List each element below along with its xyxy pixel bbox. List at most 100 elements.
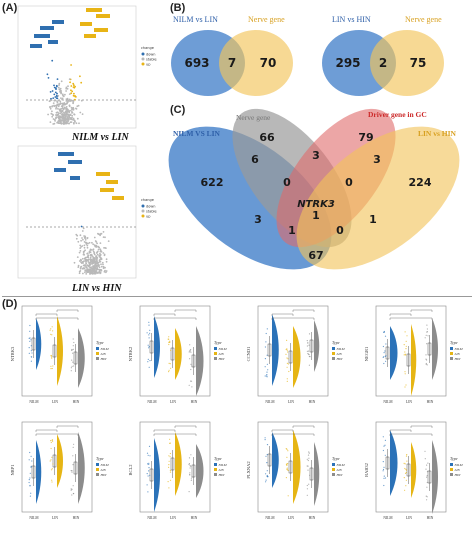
volcano-point bbox=[90, 253, 93, 256]
volcano-point bbox=[107, 240, 110, 243]
venn-label-nerve: Nerve gene bbox=[236, 113, 271, 122]
violin-legend-title: Type bbox=[214, 456, 222, 461]
volcano-point bbox=[71, 116, 73, 119]
volcano-point bbox=[88, 250, 91, 253]
volcano-point bbox=[57, 95, 60, 97]
volcano-point bbox=[60, 80, 63, 83]
volcano-point bbox=[102, 231, 105, 233]
volcano-point bbox=[85, 262, 87, 264]
volcano-point bbox=[104, 236, 106, 239]
venn-count-nilm-lin: 67 bbox=[308, 249, 323, 262]
volcano-point bbox=[60, 97, 62, 99]
venn-count-driver-lin: 3 bbox=[373, 153, 381, 166]
legend-stable: stable bbox=[146, 210, 157, 214]
volcano-point bbox=[99, 242, 102, 245]
volcano-point bbox=[88, 241, 91, 244]
volcano-point bbox=[105, 271, 107, 274]
venn-ellipse-lin bbox=[296, 126, 460, 270]
violin-legend-item: LIN bbox=[100, 468, 107, 472]
volcano-point bbox=[53, 93, 56, 96]
violin-ylabel: RAB32 bbox=[364, 463, 369, 477]
violin-ylabel: NTRK2 bbox=[128, 347, 133, 362]
volcano-point bbox=[66, 112, 68, 115]
gene-label-tag bbox=[86, 8, 102, 12]
volcano-point bbox=[55, 88, 57, 90]
venn-count-driver-only: 79 bbox=[358, 131, 373, 144]
violin-xtick: NILM bbox=[29, 516, 39, 520]
volcano-point bbox=[79, 267, 82, 270]
volcano-point bbox=[72, 102, 74, 105]
violin-half bbox=[411, 442, 417, 498]
volcano-point bbox=[96, 242, 98, 245]
violin-ylabel: PLXNA2 bbox=[246, 461, 251, 478]
volcano-point bbox=[61, 93, 64, 96]
venn-count-nilm-only: 622 bbox=[201, 176, 224, 189]
volcano-point bbox=[53, 122, 56, 125]
volcano-plot-bottom: change down stable up bbox=[17, 145, 157, 279]
volcano-point bbox=[50, 99, 53, 101]
volcano-point bbox=[81, 113, 84, 115]
gene-label-tag bbox=[94, 28, 108, 32]
volcano-point bbox=[66, 118, 69, 121]
volcano-point bbox=[68, 111, 71, 114]
violin-half bbox=[432, 318, 438, 380]
violin-half bbox=[36, 318, 42, 370]
legend-title: change bbox=[141, 46, 154, 50]
volcano-point bbox=[94, 240, 97, 242]
venn-count-nilm-driver: 3 bbox=[254, 213, 262, 226]
gene-label-tag bbox=[80, 22, 92, 26]
volcano-point bbox=[59, 100, 62, 103]
significance-bracket bbox=[389, 317, 433, 320]
volcano-point bbox=[99, 258, 101, 261]
venn-label-nilm: NILM VS LIN bbox=[173, 129, 221, 138]
volcano-point bbox=[97, 245, 100, 248]
volcano-point bbox=[70, 89, 72, 92]
volcano-point bbox=[91, 263, 94, 265]
volcano-point bbox=[51, 115, 54, 118]
violin-xtick: LIN bbox=[406, 400, 412, 404]
volcano-point bbox=[86, 242, 88, 245]
volcano-point bbox=[86, 264, 89, 267]
violin-legend-item: LIN bbox=[218, 468, 225, 472]
volcano-point bbox=[82, 262, 84, 264]
venn-two-set-lin-hin: LIN vs HIN Nerve gene 295 2 75 bbox=[322, 15, 444, 96]
volcano-point bbox=[59, 108, 61, 111]
violin-xtick: HIN bbox=[73, 400, 80, 404]
venn-count-right: 75 bbox=[410, 56, 427, 70]
violin-ylabel: CCND1 bbox=[246, 347, 251, 362]
violin-legend-item: LIN bbox=[100, 352, 107, 356]
volcano-point bbox=[59, 121, 62, 124]
volcano-point bbox=[92, 248, 95, 251]
volcano-point bbox=[85, 269, 88, 271]
volcano-point bbox=[84, 260, 87, 262]
volcano-point bbox=[98, 268, 100, 271]
volcano-point bbox=[55, 94, 58, 97]
volcano-point bbox=[91, 241, 93, 244]
significance-bracket bbox=[410, 425, 433, 428]
volcano-point bbox=[51, 59, 54, 62]
volcano-point bbox=[76, 117, 79, 120]
volcano-point bbox=[98, 266, 101, 269]
violin-legend-item: NILM bbox=[100, 463, 109, 467]
volcano-point bbox=[80, 99, 83, 102]
volcano-point bbox=[68, 114, 71, 117]
volcano-point bbox=[97, 248, 100, 251]
volcano-point bbox=[96, 271, 98, 274]
volcano-point bbox=[91, 266, 93, 268]
significance-bracket bbox=[153, 317, 197, 320]
violin-xtick: HIN bbox=[309, 400, 316, 404]
volcano-point bbox=[84, 239, 87, 241]
volcano-point bbox=[59, 90, 61, 93]
violin-legend-item: LIN bbox=[336, 468, 343, 472]
significance-bracket bbox=[410, 309, 433, 312]
volcano-point bbox=[65, 90, 67, 92]
volcano-point bbox=[71, 100, 74, 102]
panel-label-c: (C) bbox=[170, 104, 186, 116]
venn-label-right: Nerve gene bbox=[405, 15, 442, 24]
volcano-point bbox=[79, 75, 81, 78]
violin-half bbox=[57, 434, 63, 488]
volcano-point bbox=[64, 93, 66, 96]
volcano-point bbox=[92, 268, 95, 270]
